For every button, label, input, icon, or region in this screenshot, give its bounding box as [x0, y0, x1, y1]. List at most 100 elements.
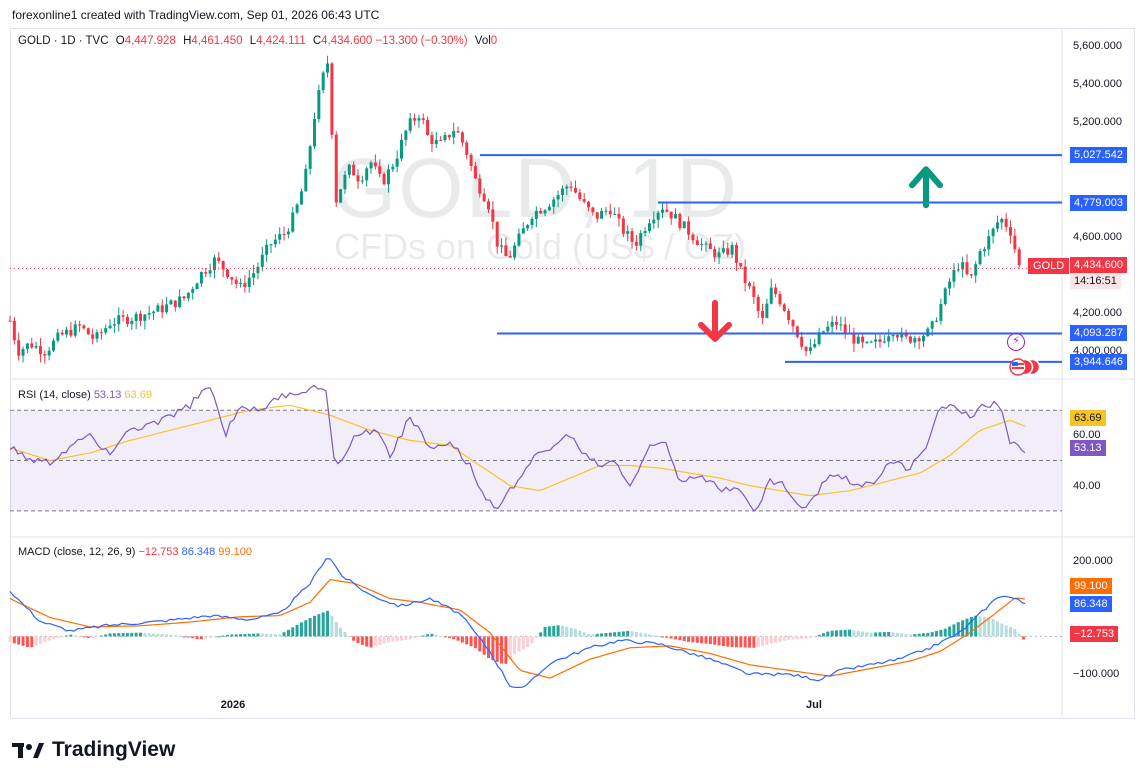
candle-body — [8, 320, 12, 322]
candle-body — [952, 270, 956, 282]
macd-histogram-bar — [691, 636, 695, 643]
candle-body — [278, 234, 282, 240]
macd-histogram-bar — [47, 636, 51, 641]
candle-body — [178, 296, 182, 308]
candle-body — [391, 166, 395, 170]
macd-histogram-bar — [226, 634, 229, 637]
candle-body — [882, 341, 886, 343]
candle-body — [378, 166, 382, 174]
candle-body — [817, 332, 821, 345]
candle-body — [313, 119, 316, 147]
macd-histogram-bar — [604, 633, 608, 637]
macd-histogram-bar — [948, 626, 952, 637]
macd-histogram-bar — [56, 636, 60, 638]
macd-histogram-bar — [695, 636, 699, 643]
candle-body — [643, 231, 647, 234]
macd-histogram-bar — [339, 627, 343, 637]
candle-body — [935, 320, 939, 322]
macd-histogram-bar — [800, 636, 804, 639]
macd-histogram-bar — [234, 634, 238, 637]
candle-body — [143, 314, 147, 321]
candle-body — [500, 245, 504, 247]
macd-histogram-bar — [256, 633, 260, 637]
brand-footer[interactable]: TradingView — [12, 738, 175, 762]
macd-histogram-bar — [12, 636, 16, 644]
candle-body — [199, 272, 203, 284]
macd-histogram-bar — [1022, 636, 1026, 640]
price-tick-label: 5,600.000 — [1073, 39, 1122, 52]
close-label: C — [312, 35, 322, 47]
candle-body — [634, 241, 638, 246]
macd-histogram-bar — [700, 636, 704, 644]
macd-histogram-bar — [682, 636, 686, 642]
candle-body — [730, 245, 734, 255]
volume-label: Vol — [474, 35, 491, 47]
macd-histogram-bar — [78, 636, 82, 638]
macd-histogram-bar — [869, 632, 873, 637]
candle-body — [595, 212, 599, 219]
candle-body — [256, 266, 260, 274]
macd-histogram-bar — [139, 632, 142, 637]
macd-histogram-bar — [656, 636, 660, 638]
macd-histogram-bar — [99, 635, 103, 637]
candle-body — [169, 300, 173, 305]
candle-body — [252, 273, 256, 278]
candle-body — [260, 254, 264, 267]
macd-histogram-bar — [856, 630, 860, 637]
candle-body — [208, 270, 212, 274]
macd-histogram-bar — [221, 635, 225, 637]
macd-histogram-bar — [587, 633, 591, 637]
macd-histogram-bar — [125, 632, 129, 637]
candle-body — [961, 262, 965, 270]
candle-body — [17, 340, 21, 356]
candle-body — [139, 313, 142, 321]
macd-histogram-bar — [713, 636, 717, 645]
macd-histogram-bar — [382, 636, 386, 644]
macd-histogram-bar — [417, 636, 421, 638]
macd-histogram-bar — [204, 636, 208, 639]
candle-body — [700, 244, 704, 246]
candle-body — [695, 240, 699, 246]
candle-body — [856, 336, 860, 344]
macd-histogram-bar — [987, 617, 991, 637]
macd-histogram-bar — [152, 633, 156, 637]
lightning-icon[interactable]: ⚡ — [1007, 333, 1025, 351]
macd-histogram-bar — [400, 636, 403, 641]
macd-histogram-bar — [112, 633, 116, 637]
candle-body — [769, 287, 773, 304]
rsi-title[interactable]: RSI (14, close) — [18, 389, 91, 401]
candle-body — [443, 134, 447, 141]
symbol-title[interactable]: GOLD · 1D · TVC — [18, 35, 109, 47]
macd-histogram-bar — [526, 636, 530, 648]
candle-body — [530, 218, 534, 226]
us-flag-event-icon[interactable] — [1007, 358, 1041, 376]
macd-histogram-bar — [482, 636, 486, 655]
macd-histogram-bar — [704, 636, 708, 644]
macd-histogram-bar — [926, 632, 930, 637]
candle-body — [286, 231, 290, 235]
macd-histogram-bar — [600, 633, 604, 637]
macd-histogram-bar — [186, 636, 190, 638]
macd-histogram-bar — [839, 630, 843, 637]
candle-body — [756, 296, 760, 312]
macd-histogram-bar — [439, 635, 443, 637]
macd-histogram-bar — [265, 633, 269, 637]
candle-body — [630, 231, 634, 242]
candle-body — [456, 131, 460, 133]
candle-body — [752, 286, 756, 297]
candle-body — [1009, 227, 1012, 236]
candle-body — [748, 283, 751, 287]
macd-title[interactable]: MACD (close, 12, 26, 9) — [18, 546, 136, 558]
candle-body — [691, 234, 695, 241]
macd-histogram-bar — [808, 636, 812, 639]
description-watermark: CFDs on Gold (US$ / OZ) — [333, 226, 747, 267]
rsi-tick-label: 60.00 — [1073, 429, 1101, 442]
macd-histogram-bar — [774, 636, 778, 643]
macd-histogram-bar — [887, 631, 891, 637]
candle-body — [521, 228, 525, 234]
candle-body — [582, 198, 586, 202]
macd-histogram-bar — [765, 636, 769, 645]
macd-histogram-bar — [582, 632, 586, 637]
macd-histogram-bar — [717, 636, 721, 646]
